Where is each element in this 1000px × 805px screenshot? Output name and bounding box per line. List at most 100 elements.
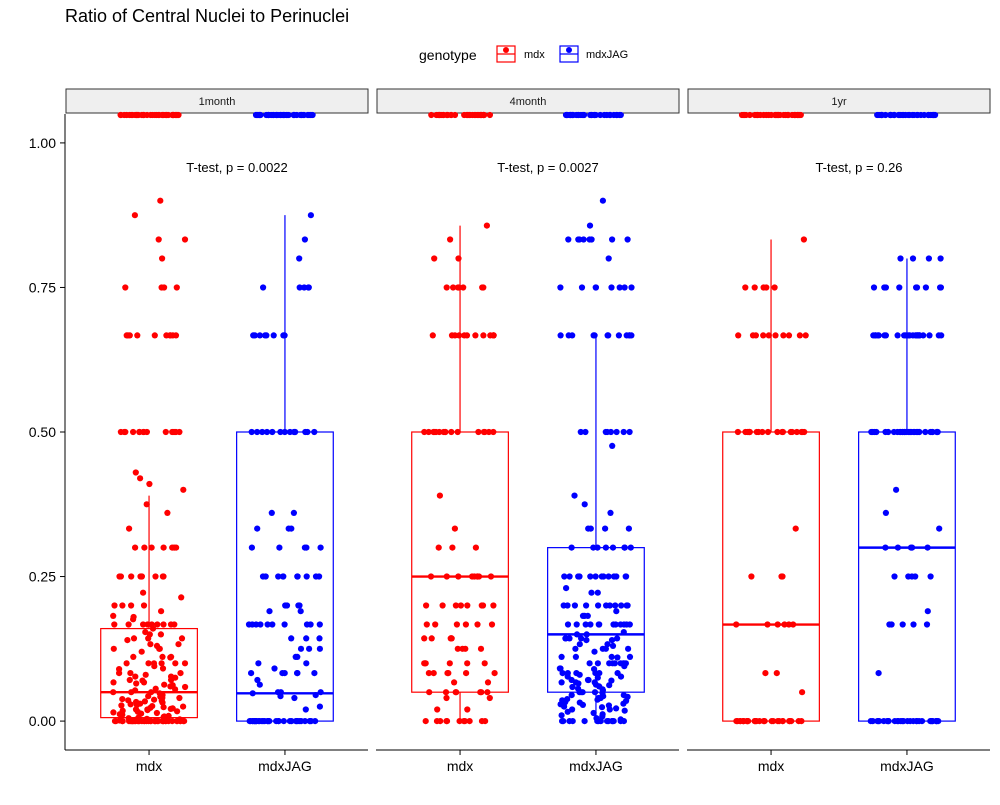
data-point [131,212,138,219]
data-point-clipped [775,111,782,119]
data-point [602,645,610,652]
data-point [266,718,273,725]
data-point [569,718,576,725]
data-point [312,692,319,699]
data-point [432,621,439,628]
boxplot-mdxJAG [236,111,334,725]
data-point [779,718,786,725]
data-point [263,428,271,436]
data-point [294,670,301,677]
data-point [126,525,133,532]
data-point-clipped [170,111,177,119]
data-point [478,718,486,725]
data-point-clipped [135,111,142,119]
data-point [762,670,769,677]
data-point [173,284,180,291]
data-point [604,718,611,725]
data-point [173,718,181,725]
data-point [254,676,261,684]
data-point [129,718,136,725]
facet-panels: 1month T-test, p = 0.0022 mdx mdxJAG 4month T… [65,88,991,774]
data-point [474,621,481,628]
data-point [296,284,303,291]
data-point [605,573,612,580]
data-point [595,718,602,725]
data-point [140,589,147,596]
data-point-clipped [574,111,582,119]
data-point [572,645,579,652]
data-point [297,608,304,615]
data-point [608,284,615,291]
data-point [123,660,130,667]
data-point [434,706,441,713]
data-point [141,698,148,705]
data-point [799,689,806,696]
data-point [606,706,613,713]
data-point [600,573,607,580]
data-point-clipped [448,111,455,119]
data-point [301,236,308,243]
data-point [621,707,628,714]
data-point [138,718,145,725]
data-point [907,544,915,551]
data-point [444,670,451,677]
x-tick-label: mdxJAG [569,758,623,774]
data-point [559,670,566,677]
data-point [483,222,490,229]
data-point [116,670,123,677]
data-point [587,525,594,532]
data-point-clipped [155,111,162,119]
data-point [259,573,267,580]
data-point [275,718,282,725]
data-point [279,670,286,677]
data-point [561,703,568,710]
data-point [128,573,135,580]
data-point-clipped [147,111,154,119]
data-point [280,718,287,725]
data-point [583,637,590,644]
data-point [154,621,161,628]
data-point [582,428,589,436]
data-point [929,428,936,436]
data-point [422,718,429,725]
data-point [254,428,261,436]
data-point [269,621,276,628]
data-point [607,428,615,436]
data-point [160,718,167,725]
data-point [145,693,152,700]
data-point [472,544,479,551]
data-point [442,428,449,436]
data-point [780,332,787,339]
data-point [255,660,262,667]
data-point [890,428,898,436]
data-point [435,544,442,551]
data-point [260,284,267,291]
data-point [145,635,152,642]
data-point [177,670,184,677]
data-point-clipped [486,111,493,119]
data-point [168,676,175,684]
data-point [421,635,428,642]
data-point [868,428,875,436]
data-point [575,680,582,687]
data-point [296,255,303,262]
data-point [433,718,441,725]
data-point [112,718,119,725]
data-point [885,428,892,436]
data-point [612,621,619,628]
data-point [590,709,597,717]
data-point [454,645,461,652]
data-point [591,332,598,339]
data-point [144,707,151,714]
data-point [869,718,876,725]
facet-strip [65,88,369,114]
data-point [608,653,615,661]
data-point [881,332,888,339]
data-point-clipped [895,111,902,119]
data-point [771,284,778,291]
y-tick-label: 0.25 [29,569,56,585]
data-point [916,718,923,725]
data-point [110,645,117,652]
data-point [275,573,282,580]
